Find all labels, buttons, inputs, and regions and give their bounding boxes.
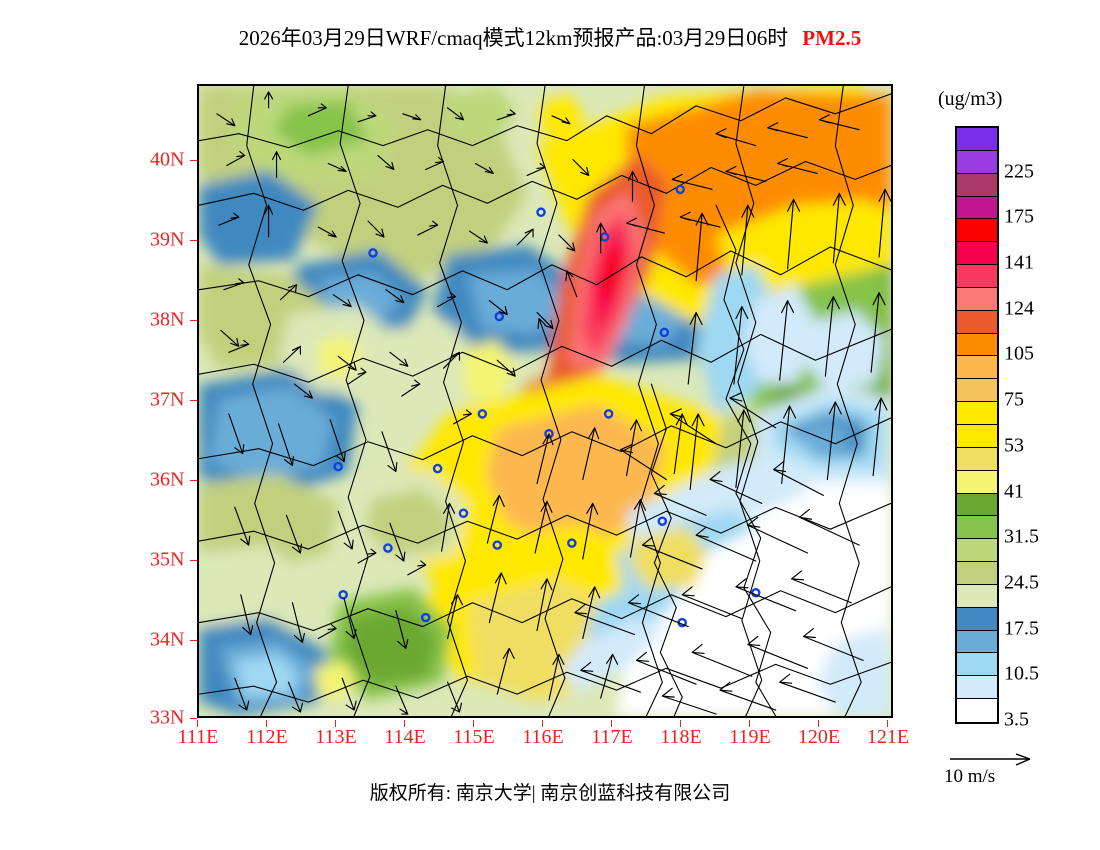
x-tick — [473, 720, 474, 727]
colorbar[interactable] — [955, 126, 999, 724]
wind-arrow-icon — [950, 753, 1031, 766]
colorbar-swatch — [957, 150, 997, 174]
x-tick — [404, 720, 405, 727]
colorbar-swatch — [957, 607, 997, 631]
x-tick — [887, 720, 888, 727]
x-axis-label-1: 112E — [246, 726, 288, 748]
x-axis-label-8: 119E — [729, 726, 771, 748]
colorbar-swatch — [957, 539, 997, 563]
colorbar-swatch — [957, 516, 997, 540]
colorbar-tick-3.5: 3.5 — [1004, 708, 1029, 731]
colorbar-swatch — [957, 562, 997, 585]
colorbar-tick-17.5: 17.5 — [1004, 617, 1039, 640]
colorbar-swatch — [957, 128, 997, 151]
y-axis-label-3: 37N — [150, 388, 185, 411]
colorbar-swatch — [957, 470, 997, 494]
colorbar-swatch — [957, 676, 997, 700]
y-tick — [190, 400, 197, 401]
x-tick — [266, 720, 267, 727]
colorbar-tick-124: 124 — [1004, 297, 1034, 320]
x-axis-label-9: 120E — [797, 726, 841, 748]
forecast-map[interactable] — [197, 84, 893, 718]
colorbar-tick-175: 175 — [1004, 205, 1034, 228]
x-axis-label-5: 116E — [522, 726, 564, 748]
colorbar-tick-10.5: 10.5 — [1004, 662, 1039, 685]
colorbar-tick-75: 75 — [1004, 388, 1024, 411]
colorbar-swatch — [957, 173, 997, 197]
x-tick — [542, 720, 543, 727]
pm25-contour-plot — [199, 86, 891, 716]
x-tick — [680, 720, 681, 727]
y-tick — [190, 160, 197, 161]
title-species-label: PM2.5 — [802, 26, 862, 50]
x-axis-label-6: 117E — [591, 726, 633, 748]
x-axis-label-3: 114E — [384, 726, 426, 748]
wind-scale-label: 10 m/s — [944, 766, 996, 787]
y-axis-label-0: 40N — [150, 148, 185, 171]
y-axis-label-7: 33N — [150, 706, 185, 729]
x-tick — [611, 720, 612, 727]
colorbar-tick-24.5: 24.5 — [1004, 571, 1039, 594]
y-tick — [190, 718, 197, 719]
colorbar-swatch — [957, 584, 997, 608]
x-axis-label-2: 113E — [315, 726, 357, 748]
colorbar-tick-41: 41 — [1004, 480, 1024, 503]
x-tick — [818, 720, 819, 727]
x-axis-label-0: 111E — [177, 726, 219, 748]
station-markers — [333, 184, 761, 628]
x-tick — [335, 720, 336, 727]
colorbar-swatch — [957, 630, 997, 654]
y-tick — [190, 240, 197, 241]
y-axis-label-1: 39N — [150, 228, 185, 251]
x-axis-label-4: 115E — [453, 726, 495, 748]
y-axis-label-6: 34N — [150, 628, 185, 651]
colorbar-swatch — [957, 402, 997, 425]
x-axis-label-10: 121E — [866, 726, 910, 748]
colorbar-swatch — [957, 287, 997, 311]
x-axis-label-7: 118E — [660, 726, 702, 748]
wind-vectors — [216, 91, 891, 715]
title-main-text: 2026年03月29日WRF/cmaq模式12km预报产品:03月29日06时 — [238, 26, 789, 50]
y-tick — [190, 560, 197, 561]
y-axis-label-5: 35N — [150, 548, 185, 571]
colorbar-tick-105: 105 — [1004, 342, 1034, 365]
colorbar-swatch — [957, 333, 997, 357]
colorbar-swatch — [957, 493, 997, 517]
y-axis-label-4: 36N — [150, 468, 185, 491]
colorbar-swatch — [957, 447, 997, 471]
copyright-footer: 版权所有: 南京大学| 南京创蓝科技有限公司 — [369, 783, 731, 804]
colorbar-tick-31.5: 31.5 — [1004, 525, 1039, 548]
wind-scale-legend: 10 m/s — [944, 748, 1074, 794]
y-tick — [190, 640, 197, 641]
colorbar-swatch — [957, 379, 997, 403]
x-tick — [197, 720, 198, 727]
y-tick — [190, 480, 197, 481]
page-title: 2026年03月29日WRF/cmaq模式12km预报产品:03月29日06时 P… — [0, 22, 1100, 52]
colorbar-swatch — [957, 424, 997, 448]
colorbar-swatch — [957, 310, 997, 334]
colorbar-tick-225: 225 — [1004, 160, 1034, 183]
colorbar-units-label: (ug/m3) — [938, 88, 1003, 110]
colorbar-swatch — [957, 265, 997, 288]
y-axis-label-2: 38N — [150, 308, 185, 331]
colorbar-tick-141: 141 — [1004, 251, 1034, 274]
colorbar-swatch — [957, 699, 997, 722]
colorbar-swatch — [957, 242, 997, 266]
colorbar-swatch — [957, 196, 997, 220]
y-tick — [190, 320, 197, 321]
x-tick — [749, 720, 750, 727]
colorbar-swatch — [957, 219, 997, 243]
colorbar-tick-53: 53 — [1004, 434, 1024, 457]
colorbar-swatch — [957, 653, 997, 677]
colorbar-swatch — [957, 356, 997, 380]
